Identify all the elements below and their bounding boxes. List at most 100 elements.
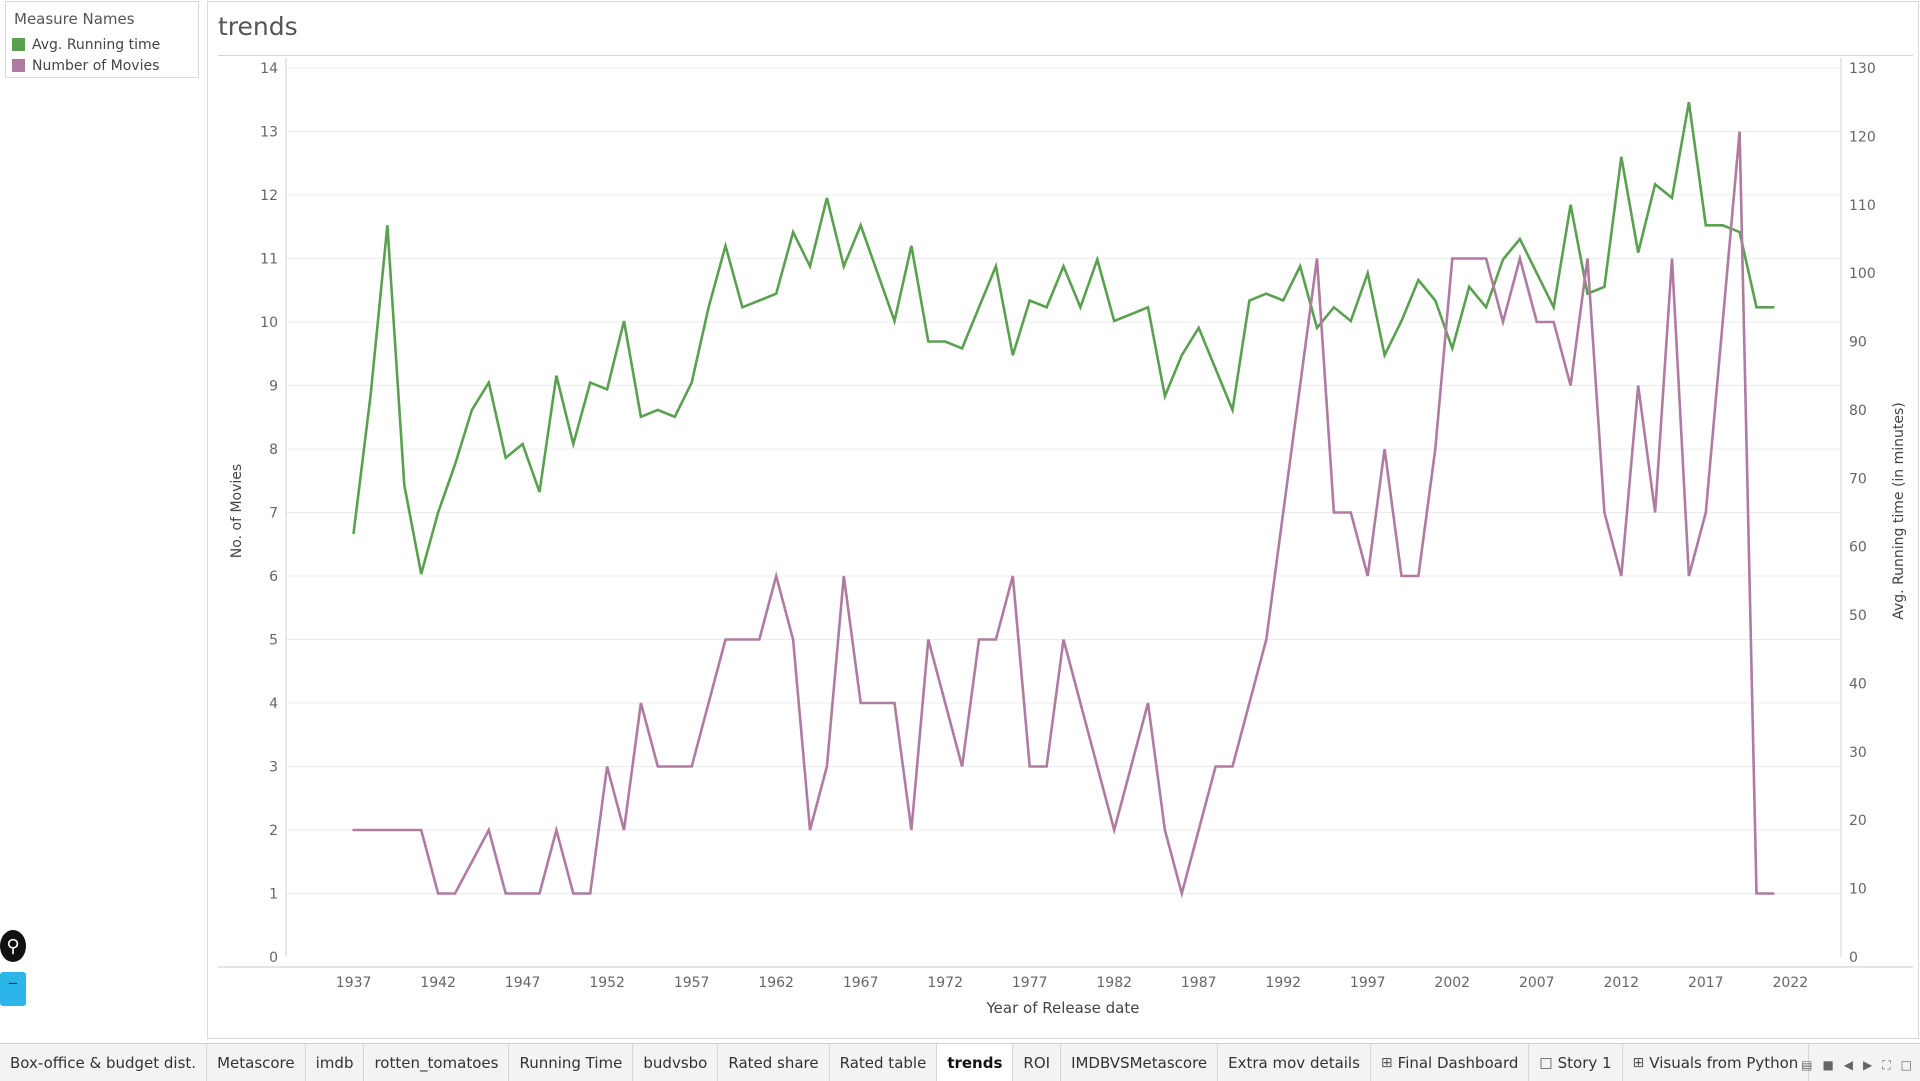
x-tick-label: 1942 [420,975,456,991]
y-tick-label-left: 2 [269,823,278,839]
tab-story-1[interactable]: □ Story 1 [1529,1044,1623,1081]
tab-nav-controls: ▤ ■ ◀ ▶ ⛶ □ [1801,1058,1912,1073]
legend-label: Number of Movies [32,57,160,74]
y-tick-label-right: 60 [1849,540,1867,556]
tab-label: ROI [1023,1053,1051,1072]
title-divider [218,55,1913,56]
tab-label: Final Dashboard [1397,1053,1519,1072]
tab-label: Rated table [839,1053,927,1072]
sheet-tab-bar: Box-office & budget dist. Metascore imdb ro… [0,1043,1920,1081]
x-tick-label: 2012 [1603,975,1639,991]
tab-rated-share[interactable]: Rated share [718,1044,830,1081]
x-tick-label: 1952 [589,975,625,991]
tab-imdbvsmetascore[interactable]: IMDBVSMetascore [1061,1044,1219,1081]
x-tick-label: 1992 [1265,975,1301,991]
y-tick-label-left: 13 [260,125,278,141]
x-tick-label: 2002 [1434,975,1470,991]
y-tick-label-left: 5 [269,633,278,649]
tab-label: imdb [315,1053,354,1072]
y-tick-label-left: 8 [269,442,278,458]
tab-trends[interactable]: trends [937,1044,1014,1081]
next-sheet-icon[interactable]: ▶ [1863,1058,1873,1072]
y-tick-label-right: 70 [1849,471,1867,487]
y-tick-label-right: 110 [1849,198,1876,214]
tab-extra-mov-details[interactable]: Extra mov details [1218,1044,1371,1081]
x-tick-label: 1967 [843,975,879,991]
tab-label: Extra mov details [1228,1053,1360,1072]
y-tick-label-left: 12 [260,188,278,204]
y-axis-label-right: Avg. Running time (in minutes) [1891,402,1907,620]
tab-visuals-from-python[interactable]: ⊞ Visuals from Python [1623,1044,1810,1081]
x-tick-label: 2017 [1688,975,1724,991]
tab-rotten-tomatoes[interactable]: rotten_tomatoes [364,1044,510,1081]
x-tick-label: 1937 [336,975,372,991]
tab-label: rotten_tomatoes [374,1053,499,1072]
y-tick-label-right: 40 [1849,676,1867,692]
legend-swatch-avg-running-time [12,38,25,51]
tab-rated-table[interactable]: Rated table [830,1044,938,1081]
dashboard-grid-icon: ⊞ [1380,1054,1393,1071]
legend-swatch-number-of-movies [12,59,25,72]
legend-title: Measure Names [14,10,135,28]
y-tick-label-left: 7 [269,506,278,522]
tab-budvsbo[interactable]: budvsbo [633,1044,719,1081]
y-tick-label-right: 80 [1849,403,1867,419]
tab-metascore[interactable]: Metascore [207,1044,306,1081]
story-book-icon: □ [1539,1054,1553,1071]
y-tick-label-left: 1 [269,887,278,903]
x-tick-label: 2007 [1519,975,1555,991]
y-tick-label-left: 3 [269,760,278,776]
y-tick-label-right: 130 [1849,61,1876,77]
axes: 0123456789101112131401020304050607080901… [218,58,1913,991]
y-tick-label-right: 120 [1849,129,1876,145]
tab-label: Running Time [519,1053,623,1072]
y-tick-label-right: 10 [1849,882,1867,898]
y-tick-label-left: 4 [269,696,278,712]
x-tick-label: 1947 [505,975,541,991]
tab-label: Metascore [217,1053,295,1072]
legend-item-avg-running-time[interactable]: Avg. Running time [6,34,198,55]
tab-roi[interactable]: ROI [1013,1044,1062,1081]
sheet-sorter-icon[interactable]: ▤ [1801,1058,1813,1072]
tab-label: Rated share [728,1053,819,1072]
y-tick-label-right: 100 [1849,266,1876,282]
y-tick-label-right: 0 [1849,950,1858,966]
y-axis-label-left: No. of Movies [229,464,245,558]
gridlines [286,67,1841,894]
sheet-title: trends [218,12,298,41]
series-line-avg-running-time[interactable] [352,101,1775,575]
trends-chart[interactable]: 0123456789101112131401020304050607080901… [0,0,1920,1040]
legend-label: Avg. Running time [32,36,161,53]
y-tick-label-left: 10 [260,315,278,331]
x-axis-label: Year of Release date [986,999,1140,1017]
y-tick-label-left: 9 [269,379,278,395]
worksheet-frame [207,1,1919,1039]
legend-item-number-of-movies[interactable]: Number of Movies [6,55,198,76]
tab-imdb[interactable]: imdb [306,1044,365,1081]
x-tick-label: 1962 [758,975,794,991]
x-tick-label: 1977 [1012,975,1048,991]
present-icon[interactable]: □ [1900,1058,1912,1072]
tab-box-office-budget-dist[interactable]: Box-office & budget dist. [0,1044,208,1081]
filmstrip-icon[interactable]: ■ [1822,1058,1834,1072]
legend: Measure Names Avg. Running time Number o… [5,1,199,78]
y-tick-label-left: 0 [269,950,278,966]
y-tick-label-left: 6 [269,569,278,585]
x-tick-label: 1957 [674,975,710,991]
y-tick-label-left: 14 [260,61,278,77]
lightbulb-icon[interactable]: ⚲ [0,930,26,962]
tab-label: budvsbo [643,1053,708,1072]
smile-widget-icon[interactable]: ‾ [0,972,26,1006]
x-tick-label: 1987 [1181,975,1217,991]
fullscreen-icon[interactable]: ⛶ [1882,1058,1891,1072]
first-sheet-icon[interactable]: ◀ [1843,1058,1854,1072]
x-tick-label: 2022 [1772,975,1808,991]
dashboard-grid-icon: ⊞ [1632,1054,1645,1071]
tab-label: trends [947,1053,1003,1072]
y-tick-label-left: 11 [260,252,278,268]
y-tick-label-right: 90 [1849,335,1867,351]
tab-final-dashboard[interactable]: ⊞ Final Dashboard [1371,1044,1530,1081]
tab-label: Visuals from Python [1649,1053,1799,1072]
tab-running-time[interactable]: Running Time [509,1044,634,1081]
series-line-number-of-movies[interactable] [352,131,1775,899]
